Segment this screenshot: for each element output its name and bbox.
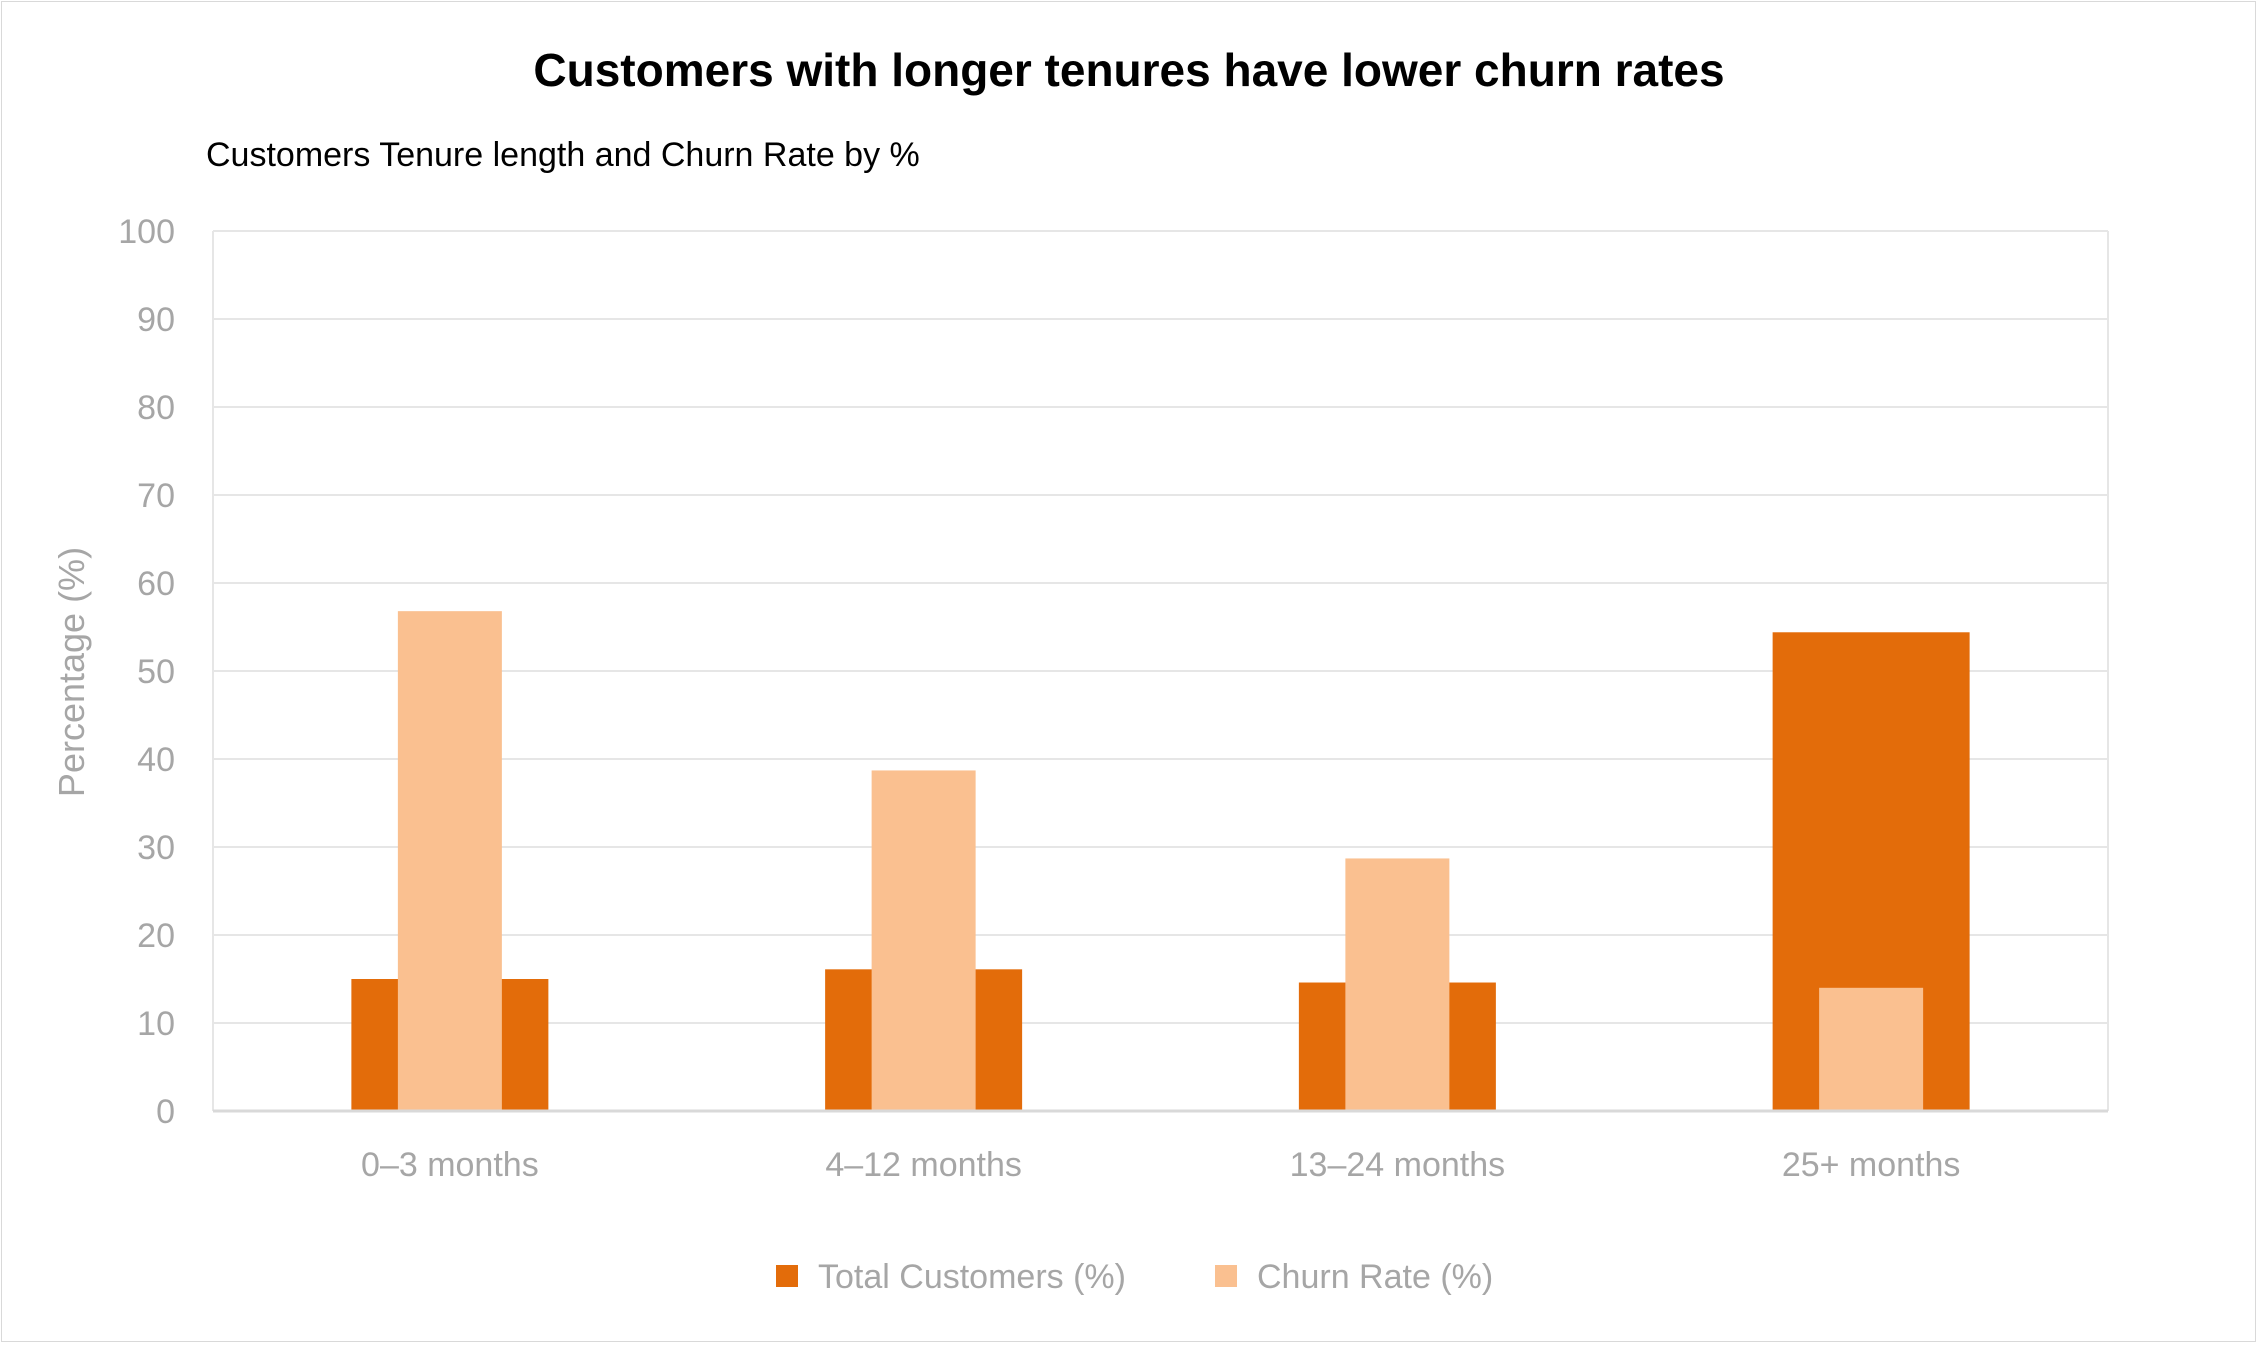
y-tick-label: 0: [156, 1093, 175, 1131]
bars: [351, 611, 1970, 1111]
y-tick-label: 90: [137, 301, 175, 339]
x-tick-label: 0–3 months: [361, 1146, 539, 1184]
y-tick-label: 20: [137, 917, 175, 955]
axes: 0 10 20 30 40 50 60 70 80 90 100 0–3 months 4–12 mon…: [118, 213, 2108, 1184]
y-tick-label: 70: [137, 477, 175, 515]
y-tick-label: 10: [137, 1005, 175, 1043]
y-tick-label: 50: [137, 653, 175, 691]
y-tick-label: 60: [137, 565, 175, 603]
legend-label: Churn Rate (%): [1257, 1258, 1493, 1296]
bar-churn-rate: [871, 770, 976, 1111]
legend-swatch: [1215, 1265, 1237, 1287]
y-tick-label: 100: [118, 213, 175, 251]
x-tick-label: 4–12 months: [825, 1146, 1022, 1184]
chart-subtitle: Customers Tenure length and Churn Rate b…: [206, 136, 920, 174]
y-tick-label: 80: [137, 389, 175, 427]
legend: Total Customers (%) Churn Rate (%): [776, 1258, 1493, 1296]
bar-churn-rate: [397, 611, 502, 1111]
chart-title: Customers with longer tenures have lower…: [533, 44, 1724, 96]
x-tick-label: 13–24 months: [1290, 1146, 1506, 1184]
y-axis-label: Percentage (%): [51, 547, 92, 797]
bar-churn-rate: [1345, 858, 1450, 1111]
y-tick-label: 40: [137, 741, 175, 779]
legend-swatch: [776, 1265, 798, 1287]
x-tick-label: 25+ months: [1782, 1146, 1961, 1184]
legend-label: Total Customers (%): [818, 1258, 1126, 1296]
bar-churn-rate: [1819, 987, 1924, 1111]
y-tick-label: 30: [137, 829, 175, 867]
